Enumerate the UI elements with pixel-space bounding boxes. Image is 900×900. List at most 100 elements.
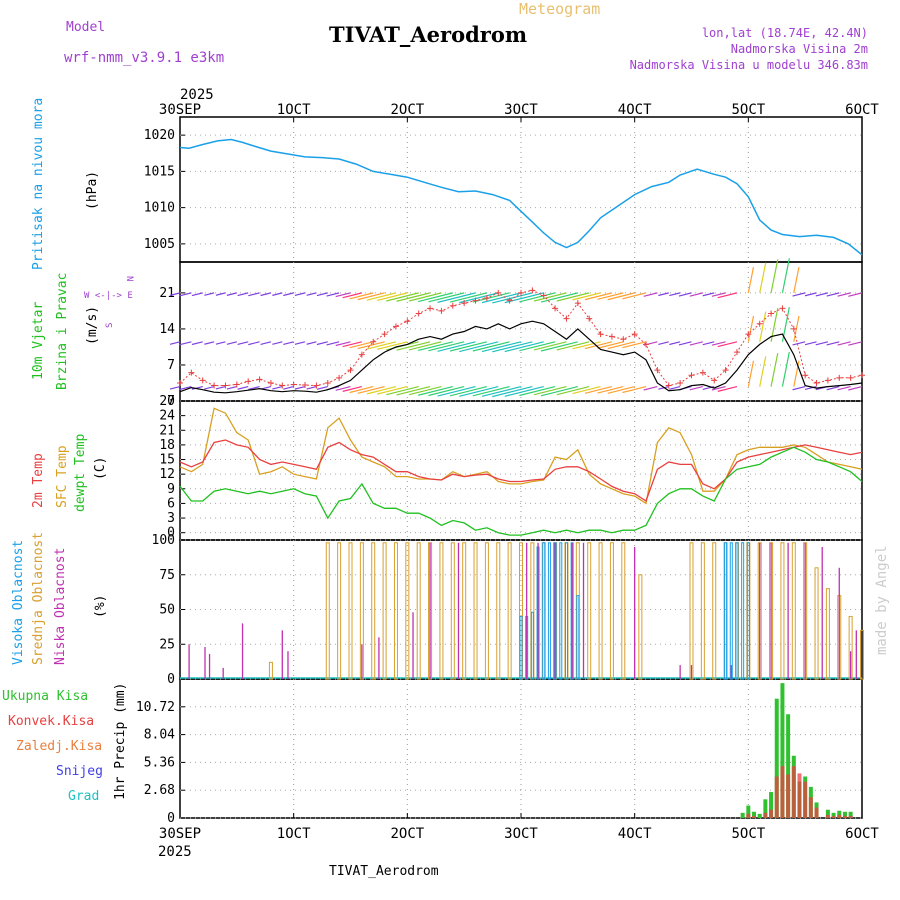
wind-barb [572,292,601,301]
wind-barb [481,292,522,304]
high-cloud-bar [564,542,568,680]
wind-barb [607,292,635,301]
wind-gust-marker [211,382,218,389]
wind-barb [248,292,260,297]
wind-barb [366,386,397,395]
conv-precip-bar [763,812,768,818]
wind-gust-marker [449,302,456,309]
chart-marks: 30SEP 30SEP 1OCT 1OCT 2OCT 2OCT 3OCT 3OCT 4OCT 4O… [136,102,880,842]
wind-gust-marker [586,315,593,322]
wind-barb [678,292,692,297]
wind-barb [533,292,567,302]
mid-cloud-bar [268,661,273,680]
low-cloud-ylabel: Niska Oblacnost [53,548,68,665]
cloud-tick-label: 100 [152,533,175,548]
wind-gust-marker [427,305,434,312]
conv-precip-bar [814,807,819,818]
wind-barb [481,386,522,397]
total-precip-bar [842,811,847,818]
wind-barb [237,341,249,346]
conv-precip-bar [803,781,808,818]
wind-barb [826,386,840,391]
wind-barb [472,386,510,397]
wind-barb [492,292,533,304]
wind-gust-marker [699,369,706,376]
wind-gust-marker [438,307,445,314]
wind-barb [492,341,533,353]
wind-gust-marker [790,325,797,332]
wind-gust-marker [711,377,718,384]
total-precip-bar [774,698,779,818]
wind-barb [472,341,510,352]
conv-precip-bar [752,815,757,818]
wind-barb [781,351,790,387]
wind-gust-marker [233,381,240,388]
wind-barb [747,360,755,387]
mid-cloud-bar [780,542,785,680]
wind-barb [540,386,578,397]
mid-cloud-bar [507,542,512,680]
footer-station: TIVAT_Aerodrom [329,864,439,879]
time-tick-top: 6OCT [845,102,879,118]
static-labels: 2025 2025 TIVAT_Aerodrom made by Angel P… [2,87,890,879]
legend-hail: Grad [68,789,99,804]
conv-precip-bar [848,815,853,818]
conv-precip-bar [808,797,813,818]
wind-gust-marker [574,300,581,307]
wind-barb [711,386,726,391]
wind-barb [804,341,817,346]
wind-gust-marker [745,331,752,338]
precip-tick-label: 2.68 [144,783,175,798]
mid-cloud-bar [700,542,705,680]
mid-cloud-bar [473,542,478,680]
wind-barb [717,292,738,299]
wind-barb [449,292,488,303]
wind-barb [572,341,601,350]
wind-barb [306,341,317,345]
temp-ylabel: 2m Temp [31,453,46,508]
high-cloud-bar [576,595,580,680]
mid-cloud-bar [416,542,421,680]
conv-precip-bar [797,773,802,818]
wind-barb [272,341,283,345]
pressure-unit: (hPa) [85,171,100,210]
pressure-tick-label: 1005 [144,237,175,252]
wind-barb [584,292,613,301]
wind-barb [607,386,635,394]
wind-barb [396,386,431,396]
temp-2m-line [179,439,863,502]
wind-gust-marker [483,295,490,302]
wind-gust-marker [199,377,206,384]
wind-barb [533,341,567,351]
wind-barb [792,341,806,346]
wind-barb [437,386,476,397]
wind-barb [702,341,715,346]
conv-precip-bar [746,813,751,818]
wind-gust-marker [177,379,183,386]
mid-cloud-bar [638,574,643,680]
panel-frame-pressure [179,116,863,263]
precip-tick-label: 8.04 [144,728,175,743]
wind-barb [519,341,556,352]
time-tick-bottom: 3OCT [504,826,538,842]
wind-barb [759,262,767,294]
wind-barb [804,386,817,391]
wind-barb [418,341,453,352]
conv-precip-bar [842,815,847,818]
high-cloud-bar [741,542,745,680]
wind-barb [717,341,738,348]
wind-barb [519,292,556,303]
wind-gust-marker [643,341,650,348]
wind-barb [226,386,237,390]
conv-precip-bar [831,815,836,818]
wind-barb [689,341,704,346]
wind-gust-marker [802,372,809,379]
wind-gust-marker [529,287,536,294]
total-precip-bar [752,811,757,818]
total-precip-bar [763,799,768,818]
temp-tick-label: 3 [167,511,175,526]
year-label-top: 2025 [180,87,214,103]
time-tick-bottom: 2OCT [390,826,424,842]
wind-barb [357,386,385,394]
